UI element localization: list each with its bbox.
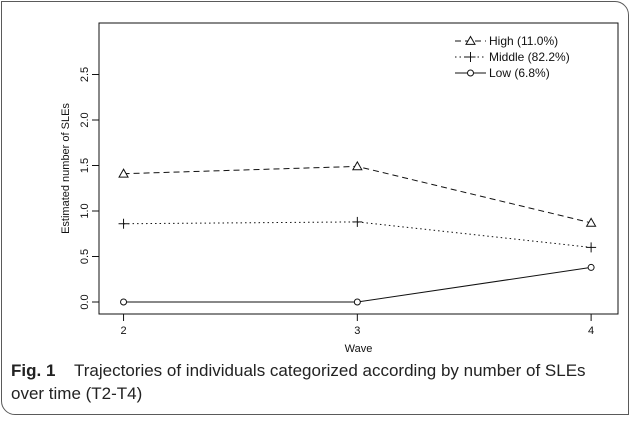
caption-label: Fig. 1 <box>11 361 56 380</box>
series-line-low <box>123 266 592 303</box>
plus-marker <box>352 216 363 227</box>
plus-marker <box>586 242 597 253</box>
y-tick-label: 1.0 <box>79 203 91 218</box>
series-line-middle <box>123 221 592 248</box>
triangle-marker <box>118 168 129 178</box>
triangle-marker <box>585 217 597 227</box>
triangle-marker <box>465 35 476 45</box>
plus-marker <box>118 218 129 229</box>
caption-spacer <box>60 361 69 380</box>
triangle-marker <box>351 160 363 171</box>
y-tick-label: 1.5 <box>79 158 91 173</box>
legend-item-high: High (11.0%) <box>455 34 558 48</box>
legend: High (11.0%) Middle (82.2%) Low (6.8%) <box>455 34 570 80</box>
y-tick-label: 0.5 <box>79 249 91 264</box>
x-tick-label: 2 <box>120 325 126 337</box>
y-tick-label: 2.0 <box>79 112 91 127</box>
circle-marker <box>587 263 595 271</box>
plus-marker <box>465 52 476 62</box>
caption-text: Trajectories of individuals categorized … <box>11 361 586 403</box>
legend-label: Low (6.8%) <box>489 66 550 80</box>
x-axis: 2 3 4 <box>120 314 594 337</box>
x-tick-label: 4 <box>588 325 594 337</box>
legend-item-middle: Middle (82.2%) <box>455 50 570 64</box>
circle-marker <box>353 298 361 306</box>
circle-marker <box>467 69 474 77</box>
x-tick-label: 3 <box>354 325 360 337</box>
y-tick-label: 0.0 <box>79 294 91 309</box>
figure-caption: Fig. 1 Trajectories of individuals categ… <box>11 359 621 405</box>
series-low <box>120 263 595 306</box>
series-line-high <box>123 165 592 224</box>
legend-item-low: Low (6.8%) <box>455 66 550 80</box>
y-axis: 0.0 0.5 1.0 1.5 2.0 2.5 <box>79 67 99 310</box>
series-middle <box>118 216 597 253</box>
circle-marker <box>120 298 128 306</box>
legend-label: Middle (82.2%) <box>489 50 570 64</box>
y-axis-title: Estimated number of SLEs <box>60 103 72 234</box>
legend-label: High (11.0%) <box>489 34 558 48</box>
x-axis-title: Wave <box>345 343 373 355</box>
y-tick-label: 2.5 <box>79 67 91 82</box>
plot-area-border <box>98 22 619 315</box>
series-high <box>118 160 597 227</box>
series-layer <box>118 160 597 306</box>
figure-frame <box>1 1 629 415</box>
